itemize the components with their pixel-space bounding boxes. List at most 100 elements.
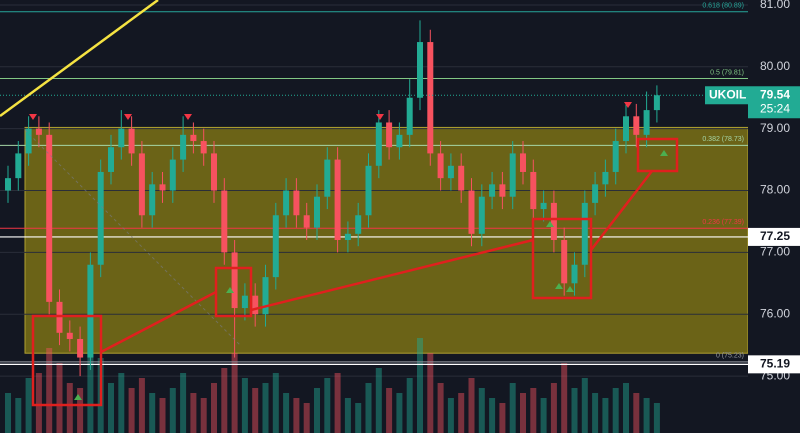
volume-bar (221, 368, 228, 433)
volume-bar (550, 383, 557, 433)
volume-bar (190, 393, 197, 433)
candle-body (128, 128, 135, 154)
candle-body (272, 215, 279, 278)
price-badge (748, 86, 800, 119)
volume-bar (46, 348, 53, 433)
volume-bar (489, 398, 496, 433)
trend-line (0, 0, 159, 118)
fib-label: 0.236 (77.39) (702, 219, 744, 226)
volume-bar (602, 398, 609, 433)
volume-bar (540, 398, 547, 433)
volume-bar (365, 383, 372, 433)
candle-body (200, 141, 207, 154)
candle-body (314, 196, 320, 228)
price-badge-label: 79.54 (760, 87, 790, 101)
volume-bar (334, 373, 341, 433)
candle-body (5, 178, 11, 191)
candle-body (77, 338, 84, 358)
candle-body (520, 153, 526, 172)
volume-bar (478, 388, 485, 433)
volume-bar (56, 363, 63, 433)
candle-body (478, 196, 485, 234)
price-badge-label: 77.25 (760, 229, 790, 243)
candle-body (561, 240, 568, 284)
volume-bar (108, 383, 114, 433)
candle-body (221, 190, 228, 253)
y-tick-label: 79.00 (760, 121, 790, 135)
y-tick-label: 76.00 (760, 306, 790, 320)
volume-bar (66, 383, 73, 433)
volume-bar (159, 398, 166, 433)
volume-bar (293, 398, 300, 433)
countdown: 25:24 (760, 101, 790, 115)
candle-body (159, 184, 166, 191)
volume-bar (386, 388, 393, 433)
candle-body (509, 153, 516, 197)
price-badge (748, 227, 800, 246)
volume-bar (355, 403, 362, 433)
volume-bar (375, 368, 382, 433)
candle-body (643, 110, 650, 135)
up-arrow (660, 150, 668, 156)
fib-label: 0.618 (80.89) (702, 3, 744, 10)
symbol-badge (705, 86, 748, 105)
candle-body (283, 190, 290, 216)
candle-body (540, 202, 547, 210)
candle-body (602, 171, 609, 185)
volume-bar (5, 393, 11, 433)
volume-bar (211, 383, 217, 433)
volume-bar (231, 353, 238, 433)
volume-bar (396, 393, 403, 433)
candle-body (149, 184, 156, 216)
candle-body (375, 122, 382, 166)
candle-body (241, 295, 248, 309)
y-tick-label: 78.00 (760, 183, 790, 197)
y-tick-label: 80.00 (760, 59, 790, 73)
down-arrow (124, 114, 132, 120)
candle-body (437, 153, 444, 179)
up-arrow (546, 221, 554, 227)
fib-label: 0.382 (78.73) (702, 136, 744, 143)
candle-body (623, 116, 629, 142)
dashed-line (24, 129, 241, 346)
candle-body (386, 122, 393, 148)
candle-body (252, 295, 259, 315)
price-badge (748, 355, 800, 374)
candle-body (324, 159, 331, 197)
volume-bar (643, 398, 650, 433)
candle-body (35, 128, 42, 135)
volume-bar (200, 398, 207, 433)
volume-bar (283, 393, 290, 433)
candle-body (571, 264, 578, 284)
candle-body (592, 184, 599, 203)
candle-body (293, 190, 300, 216)
signal-arrows (29, 102, 632, 120)
candle-body (633, 116, 640, 135)
volume-bar (272, 373, 279, 433)
down-arrow (624, 102, 632, 108)
candle-body (447, 165, 454, 179)
candle-body (97, 171, 104, 265)
volume-bar (427, 353, 434, 433)
candle-body (653, 95, 660, 111)
highlight-box (531, 217, 593, 300)
volume-bar (262, 383, 269, 433)
volume-bar (77, 388, 84, 433)
candle-body (87, 264, 94, 358)
volume-bar (447, 398, 454, 433)
connector (100, 290, 217, 354)
up-arrow (74, 394, 82, 400)
candle-body (396, 134, 403, 148)
volume-bar (118, 373, 125, 433)
connector (250, 238, 534, 312)
volume-bar (520, 393, 526, 433)
y-tick-label: 77.00 (760, 245, 790, 259)
candle-body (46, 134, 53, 302)
candle-body (211, 153, 217, 191)
candle-body (15, 153, 22, 179)
volume-bar (180, 373, 187, 433)
volume-bar (653, 403, 660, 433)
volume-bar (458, 393, 465, 433)
candle-body (190, 134, 197, 142)
